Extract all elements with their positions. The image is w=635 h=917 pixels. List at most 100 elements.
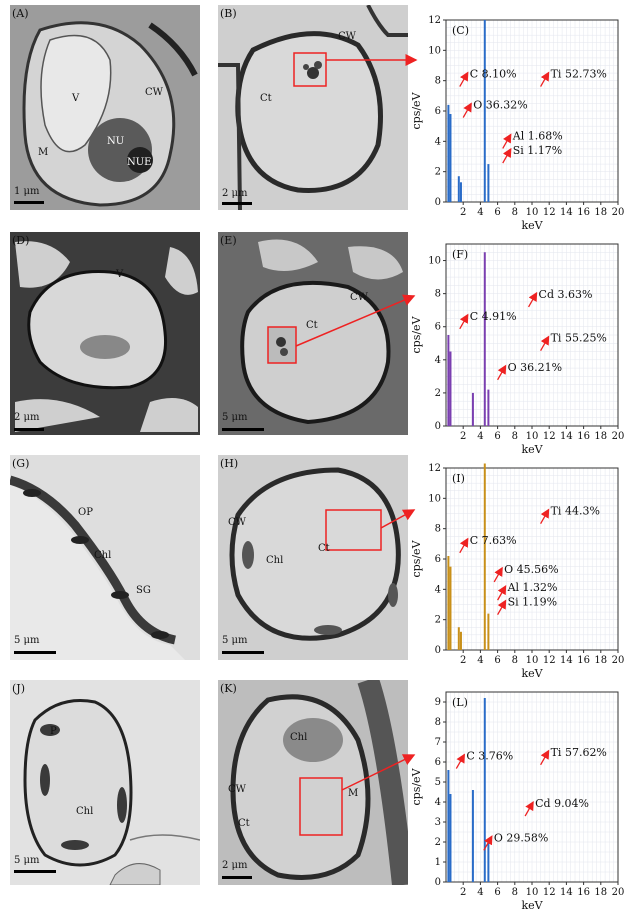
- panel-label: (B): [220, 7, 237, 20]
- panel-label: (C): [452, 24, 469, 37]
- x-tick-label: 12: [543, 887, 556, 898]
- label-vacuole: V: [72, 93, 80, 104]
- scale-text: 2 μm: [14, 412, 40, 423]
- x-tick-label: 8: [512, 887, 518, 898]
- label-cell-wall: CW: [350, 292, 368, 303]
- panel-label: (I): [452, 472, 465, 485]
- tem-panel-h: (H) CW Ct Chl 5 μm: [218, 455, 408, 660]
- scale-bar: [222, 202, 252, 205]
- x-tick-label: 2: [460, 431, 466, 442]
- y-tick-label: 2: [435, 167, 441, 178]
- label-cell-wall: CW: [145, 87, 163, 98]
- y-tick-label: 12: [428, 463, 441, 474]
- x-tick-label: 2: [460, 207, 466, 218]
- y-tick-label: 2: [435, 388, 441, 399]
- label-mitochondrion: M: [38, 147, 49, 158]
- y-tick-label: 10: [428, 45, 441, 56]
- annotation-arrow: [497, 584, 507, 601]
- x-tick-label: 16: [577, 431, 590, 442]
- grid: [445, 19, 619, 203]
- panel-label: (G): [12, 457, 30, 470]
- y-tick-label: 7: [435, 737, 441, 748]
- label-plastid: P: [50, 726, 57, 737]
- tem-image-e: [218, 232, 408, 435]
- scale-bar: [14, 428, 44, 431]
- label-nucleus: NU: [107, 136, 125, 147]
- tem-panel-e: (E) Ct CW 5 μm: [218, 232, 408, 435]
- x-axis-label: keV: [521, 219, 543, 232]
- x-tick-label: 18: [594, 431, 607, 442]
- x-tick-label: 14: [560, 655, 573, 666]
- eds-chart-i: 2 4 6 8 10 12 14 16 18 20024681012keVcps/eV(I)Ti …: [410, 463, 624, 680]
- annotation-arrow: [497, 364, 507, 381]
- label-chloroplast: Chl: [290, 732, 308, 743]
- x-tick-label: 20: [612, 207, 625, 218]
- y-tick-label: 8: [435, 289, 441, 300]
- label-mitochondrion: M: [348, 788, 359, 799]
- scale-text: 1 μm: [14, 186, 40, 197]
- label-vacuole: V: [116, 269, 124, 280]
- annotation-label: Al 1.32%: [507, 581, 558, 594]
- y-tick-label: 2: [435, 837, 441, 848]
- y-tick-label: 8: [435, 76, 441, 87]
- annotation-label: Cd 3.63%: [539, 288, 593, 301]
- annotation-arrow: [540, 335, 550, 351]
- x-tick-label: 16: [577, 655, 590, 666]
- x-tick-label: 6: [494, 887, 500, 898]
- grid: [445, 467, 619, 651]
- annotation-label: Ti 57.62%: [551, 746, 607, 759]
- y-tick-label: 4: [435, 797, 441, 808]
- annotation-label: O 29.58%: [494, 831, 548, 844]
- label-cytoplasm: Ct: [260, 93, 272, 104]
- x-tick-label: 16: [577, 207, 590, 218]
- x-tick-label: 4: [477, 207, 483, 218]
- annotation-arrow: [459, 313, 469, 330]
- scale-text: 5 μm: [222, 635, 248, 646]
- annotation-arrow: [524, 800, 534, 817]
- annotation-label: Ti 44.3%: [551, 505, 600, 518]
- tem-panel-k: (K) Chl CW Ct M 2 μm: [218, 680, 408, 885]
- x-tick-label: 2: [460, 887, 466, 898]
- panel-label: (L): [452, 696, 468, 709]
- label-cytoplasm: Ct: [306, 320, 318, 331]
- y-axis-label: cps/eV: [410, 91, 423, 129]
- label-cell-wall: CW: [338, 31, 356, 42]
- y-tick-label: 1: [435, 857, 441, 868]
- x-tick-label: 8: [512, 431, 518, 442]
- annotation-arrow: [459, 71, 469, 87]
- y-tick-label: 6: [435, 322, 441, 333]
- annotation-arrow: [459, 537, 469, 554]
- x-tick-label: 18: [594, 887, 607, 898]
- x-axis-label: keV: [521, 443, 543, 456]
- x-tick-label: 6: [494, 207, 500, 218]
- annotation-arrow: [527, 291, 538, 308]
- label-chloroplast: Chl: [266, 555, 284, 566]
- x-axis-label: keV: [521, 667, 543, 680]
- annotation-label: Ti 52.73%: [551, 68, 607, 81]
- tem-image-b: [218, 5, 408, 210]
- annotation-arrow: [502, 133, 512, 149]
- x-tick-label: 8: [512, 207, 518, 218]
- annotation-arrow: [483, 835, 493, 851]
- scale-text: 5 μm: [222, 412, 248, 423]
- x-tick-label: 4: [477, 431, 483, 442]
- x-tick-label: 10: [526, 207, 539, 218]
- y-tick-label: 10: [428, 256, 441, 267]
- scale-bar: [222, 876, 252, 879]
- y-tick-label: 4: [435, 136, 441, 147]
- x-tick-label: 2: [460, 655, 466, 666]
- tem-image-h: [218, 455, 408, 660]
- panel-label: (H): [220, 457, 239, 470]
- x-tick-label: 10: [526, 887, 539, 898]
- y-tick-label: 5: [435, 777, 441, 788]
- y-tick-label: 6: [435, 757, 441, 768]
- y-tick-label: 0: [435, 421, 441, 432]
- y-axis-label: cps/eV: [410, 539, 423, 577]
- x-tick-label: 8: [512, 655, 518, 666]
- y-tick-label: 0: [435, 877, 441, 888]
- y-tick-label: 10: [428, 493, 441, 504]
- label-cell-wall: CW: [228, 517, 246, 528]
- x-tick-label: 4: [477, 655, 483, 666]
